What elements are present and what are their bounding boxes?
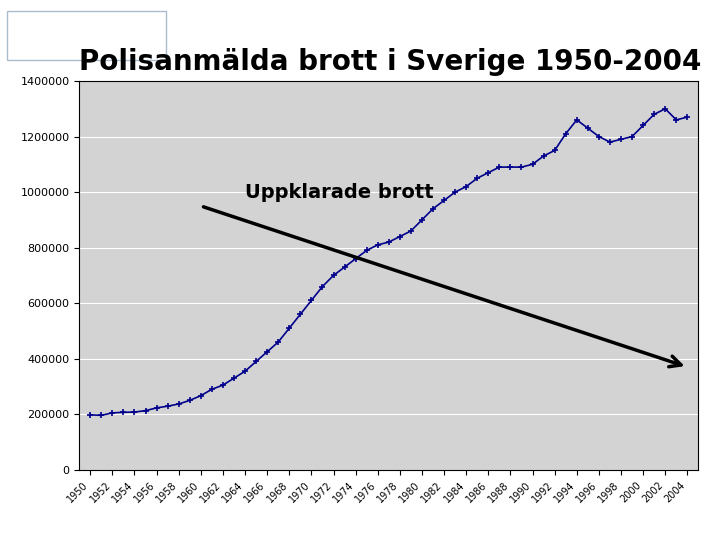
Text: Våld och hot i arbetslivet.
Magnus Lindgren: Våld och hot i arbetslivet. Magnus Lindg… <box>556 21 698 42</box>
Text: Polisanmälda brott i Sverige 1950-2004: Polisanmälda brott i Sverige 1950-2004 <box>79 48 701 76</box>
Text: Uppklarade brott: Uppklarade brott <box>245 183 433 201</box>
Text: TRYGGARE SVERIGE: TRYGGARE SVERIGE <box>22 25 161 38</box>
